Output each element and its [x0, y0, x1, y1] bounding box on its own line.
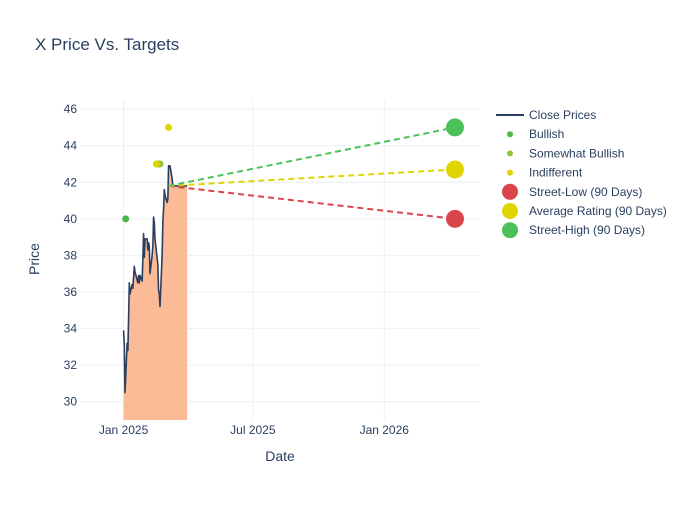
legend-dot-swatch: [507, 169, 513, 176]
legend-item-close-prices: Close Prices: [496, 108, 596, 122]
legend-item-indifferent: Indifferent: [507, 166, 583, 180]
tick-labels: 30 32 34 36 38 40 42 44 46 Jan 2025 Jul 2025 Jan 20…: [64, 102, 410, 437]
legend-dot-swatch: [507, 150, 513, 157]
legend-item-average-rating-90-days: Average Rating (90 Days): [502, 203, 667, 219]
y-tick-label: 34: [64, 322, 78, 336]
legend-label: Somewhat Bullish: [529, 146, 624, 160]
street-high-90-days-marker: [446, 118, 464, 137]
legend-dot-swatch: [507, 131, 513, 138]
legend-label: Indifferent: [529, 166, 583, 180]
chart-title: X Price Vs. Targets: [35, 35, 179, 54]
rating-marker-indifferent: [152, 160, 160, 168]
y-tick-label: 32: [64, 358, 78, 372]
y-tick-label: 44: [64, 139, 78, 153]
legend: Close Prices Bullish Somewhat Bullish Indif…: [496, 108, 667, 239]
legend-label: Street-Low (90 Days): [529, 185, 642, 199]
legend-big-dot-swatch: [502, 203, 518, 219]
area-layer: [123, 165, 188, 420]
street-low-90-days-line: [168, 184, 456, 220]
legend-item-bullish: Bullish: [507, 127, 564, 141]
y-tick-label: 46: [64, 102, 78, 116]
y-tick-label: 38: [64, 248, 78, 262]
legend-item-street-high-90-days: Street-High (90 Days): [502, 222, 645, 239]
legend-label: Street-High (90 Days): [529, 223, 645, 237]
street-low-90-days-marker: [446, 209, 464, 228]
rating-marker-bullish: [122, 215, 130, 223]
x-axis-title: Date: [265, 448, 295, 464]
legend-item-somewhat-bullish: Somewhat Bullish: [507, 146, 624, 160]
average-rating-90-days-marker: [446, 160, 464, 179]
y-tick-label: 40: [64, 212, 78, 226]
x-tick-label: Jan 2026: [360, 423, 410, 437]
y-axis-title: Price: [26, 243, 42, 275]
legend-label: Average Rating (90 Days): [529, 204, 667, 218]
street-high-90-days-line: [168, 126, 456, 187]
close-price-line: [122, 165, 188, 394]
legend-big-dot-swatch: [502, 222, 518, 239]
legend-label: Close Prices: [529, 108, 596, 122]
x-tick-label: Jul 2025: [230, 423, 276, 437]
rating-marker-indifferent: [165, 123, 173, 131]
legend-label: Bullish: [529, 127, 564, 141]
y-tick-label: 42: [64, 175, 78, 189]
average-rating-90-days-line: [168, 168, 456, 187]
y-tick-label: 36: [64, 285, 78, 299]
x-tick-label: Jan 2025: [99, 423, 149, 437]
legend-item-street-low-90-days: Street-Low (90 Days): [502, 183, 642, 200]
close-price-area: [123, 165, 188, 420]
marker-layer: [122, 118, 464, 228]
line-layer: [122, 126, 456, 394]
y-tick-label: 30: [64, 395, 78, 409]
legend-big-dot-swatch: [502, 183, 518, 200]
